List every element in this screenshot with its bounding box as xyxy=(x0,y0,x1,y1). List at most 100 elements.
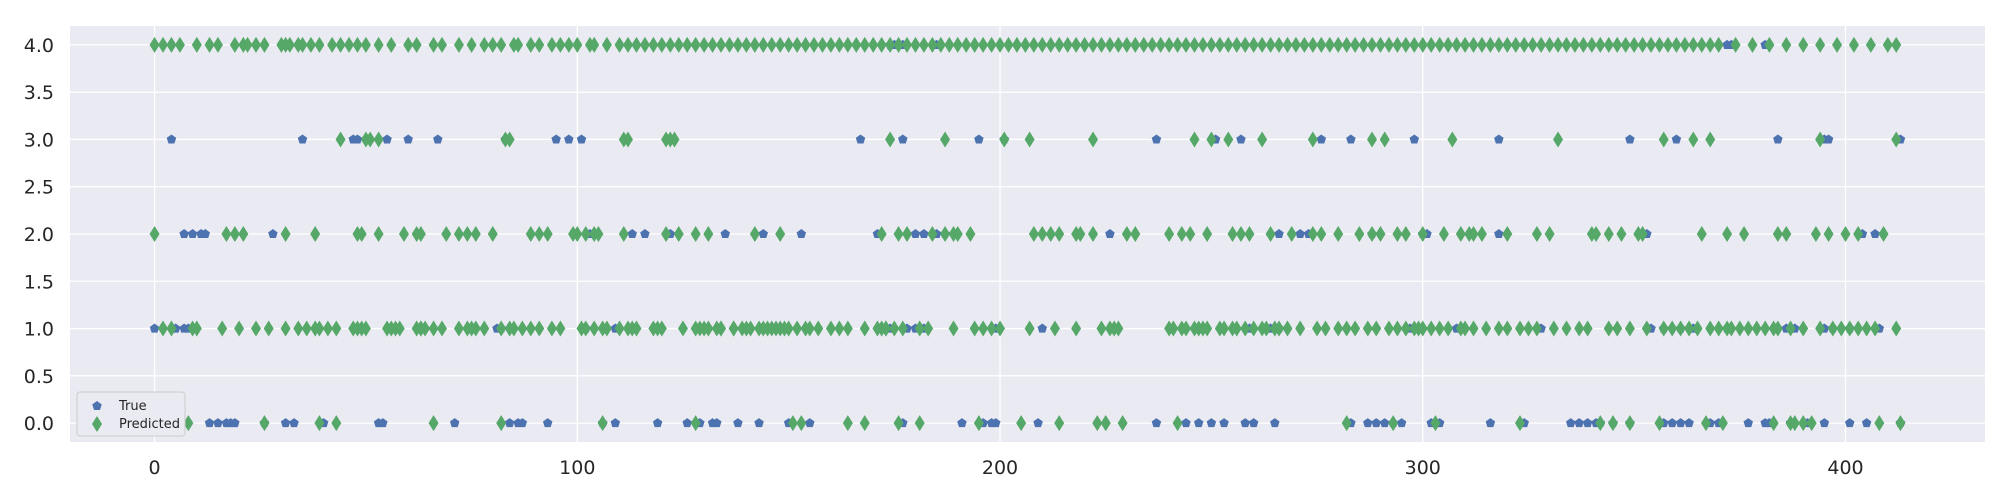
true-point xyxy=(1236,134,1246,144)
predicted-point xyxy=(1624,415,1635,432)
legend-predicted-glyph xyxy=(92,416,102,432)
predicted-point xyxy=(948,320,959,337)
predicted-point xyxy=(1891,320,1902,337)
predicted-point xyxy=(1476,226,1487,242)
predicted-point xyxy=(1553,131,1564,148)
predicted-point xyxy=(453,320,464,337)
predicted-point xyxy=(1764,36,1775,53)
predicted-point xyxy=(1612,36,1623,53)
predicted-point xyxy=(1455,226,1466,242)
true-point xyxy=(166,134,177,144)
true-point xyxy=(1151,418,1162,428)
predicted-point xyxy=(1383,320,1394,337)
predicted-point xyxy=(1333,226,1344,242)
predicted-point xyxy=(1358,36,1369,53)
predicted-point xyxy=(1189,36,1200,53)
predicted-point xyxy=(572,226,583,242)
predicted-point xyxy=(1223,36,1234,53)
predicted-point xyxy=(1705,36,1716,53)
predicted-point xyxy=(1362,320,1373,337)
predicted-point xyxy=(1244,226,1255,242)
predicted-point xyxy=(352,36,363,53)
predicted-point xyxy=(470,226,481,242)
x-tick-label: 100 xyxy=(559,457,595,479)
predicted-point xyxy=(386,36,397,53)
y-axis-ticks: 0.0 0.5 1.0 1.5 2.0 2.5 3.0 3.5 4.0 xyxy=(24,35,54,435)
predicted-point xyxy=(1675,320,1686,337)
predicted-point xyxy=(1658,320,1669,337)
predicted-point xyxy=(1514,415,1525,432)
true-point xyxy=(200,229,211,239)
predicted-point xyxy=(1861,320,1872,337)
predicted-point xyxy=(1806,415,1817,432)
predicted-point xyxy=(1316,226,1327,242)
predicted-point xyxy=(1519,36,1530,53)
predicted-point xyxy=(546,36,557,53)
predicted-point xyxy=(1654,415,1665,432)
predicted-point xyxy=(1164,36,1175,53)
predicted-point xyxy=(437,320,448,337)
predicted-point xyxy=(301,320,312,337)
predicted-point xyxy=(1240,36,1251,53)
predicted-point xyxy=(1113,36,1124,53)
y-tick-label: 4.0 xyxy=(24,35,54,57)
predicted-point xyxy=(1104,36,1115,53)
predicted-point xyxy=(1426,36,1437,53)
true-point xyxy=(517,418,528,428)
predicted-point xyxy=(1282,36,1293,53)
predicted-point xyxy=(1798,415,1809,432)
predicted-point xyxy=(745,320,756,337)
true-point xyxy=(1861,418,1872,428)
predicted-point xyxy=(1460,36,1471,53)
predicted-point xyxy=(665,36,676,53)
predicted-point xyxy=(1181,320,1192,337)
true-point xyxy=(627,229,637,239)
predicted-point xyxy=(1206,131,1217,148)
predicted-point xyxy=(834,36,845,53)
predicted-point xyxy=(1257,36,1268,53)
predicted-point xyxy=(1607,415,1618,432)
predicted-point xyxy=(525,226,536,242)
true-point xyxy=(1219,418,1229,428)
predicted-point xyxy=(1248,36,1259,53)
predicted-point xyxy=(1054,415,1065,432)
predicted-point xyxy=(897,320,908,337)
predicted-point xyxy=(1662,36,1673,53)
predicted-point xyxy=(986,36,997,53)
predicted-point xyxy=(1476,36,1487,53)
predicted-point xyxy=(1274,36,1285,53)
true-point xyxy=(378,418,388,428)
true-point xyxy=(576,134,587,144)
predicted-point xyxy=(441,226,452,242)
predicted-point xyxy=(1481,320,1492,337)
predicted-point xyxy=(517,320,528,337)
predicted-point xyxy=(1832,36,1843,53)
predicted-point xyxy=(513,36,524,53)
predicted-point xyxy=(703,226,714,242)
predicted-point xyxy=(1438,226,1449,242)
predicted-point xyxy=(496,36,507,53)
predicted-point xyxy=(952,226,963,242)
predicted-point xyxy=(158,320,169,337)
predicted-point xyxy=(716,36,727,53)
predicted-point xyxy=(1172,36,1183,53)
true-point xyxy=(268,229,278,239)
predicted-point xyxy=(783,320,794,337)
predicted-point xyxy=(834,320,845,337)
y-tick-label: 3.0 xyxy=(24,129,54,151)
predicted-point xyxy=(1011,36,1022,53)
predicted-point xyxy=(335,36,346,53)
true-point xyxy=(640,229,650,239)
true-point xyxy=(1270,418,1280,428)
predicted-point xyxy=(1772,320,1783,337)
true-point xyxy=(610,418,621,428)
predicted-point xyxy=(191,320,202,337)
predicted-point xyxy=(415,226,426,242)
predicted-point xyxy=(310,226,321,242)
predicted-point xyxy=(580,226,591,242)
predicted-point xyxy=(796,415,807,432)
predicted-point xyxy=(1024,131,1035,148)
predicted-point xyxy=(690,415,701,432)
predicted-point xyxy=(618,226,629,242)
true-point xyxy=(449,418,460,428)
